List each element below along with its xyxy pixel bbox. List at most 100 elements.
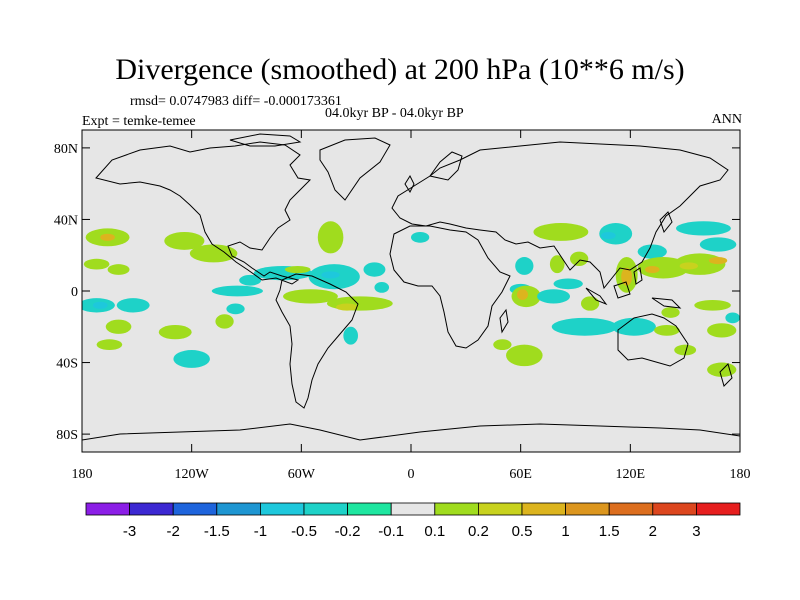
x-tick-label-2: 60W <box>288 467 316 482</box>
colorbar-label-0: -3 <box>123 523 136 540</box>
coastline-new-guinea <box>651 297 682 309</box>
colorbar-swatch-14 <box>696 502 741 516</box>
coastline-japan <box>659 211 673 234</box>
colorbar-label-12: 2 <box>649 523 657 540</box>
contour-region-43 <box>644 265 660 274</box>
y-tick-label-1: 40N <box>54 213 78 228</box>
colorbar-label-4: -0.5 <box>291 523 317 540</box>
contour-region-25 <box>173 350 210 368</box>
contour-region-48 <box>517 289 528 300</box>
colorbar-label-11: 1.5 <box>599 523 620 540</box>
x-tick-label-5: 120E <box>616 467 646 482</box>
period-text: 04.0kyr BP - 04.0kyr BP <box>325 106 464 121</box>
colorbar-label-3: -1 <box>254 523 267 540</box>
colorbar-swatch-13 <box>652 502 697 516</box>
contour-region-40 <box>621 267 633 286</box>
contour-region-2 <box>164 231 205 250</box>
contour-region-32 <box>637 244 667 259</box>
colorbar-swatch-11 <box>565 502 610 516</box>
coastlines <box>82 133 740 441</box>
coastline-australia <box>617 313 689 367</box>
coastline-antarctica <box>82 423 740 441</box>
contour-region-17 <box>226 303 245 315</box>
coastline-uk <box>404 174 415 194</box>
contour-region-27 <box>374 282 390 293</box>
contour-region-5 <box>107 264 130 275</box>
coastline-sumatra <box>585 287 608 306</box>
x-tick-label-3: 0 <box>408 467 415 482</box>
contour-region-12 <box>363 262 386 277</box>
colorbar-label-13: 3 <box>692 523 700 540</box>
y-tick-label-3: 40S <box>56 357 78 372</box>
contour-region-38 <box>553 278 583 290</box>
coastline-scandinavia <box>429 151 463 181</box>
coastline-new-zealand <box>719 363 733 387</box>
contour-region-55 <box>654 324 680 336</box>
contour-region-36 <box>549 255 565 274</box>
x-tick-label-4: 60E <box>509 467 532 482</box>
colorbar-swatch-12 <box>608 502 654 516</box>
colorbar-label-1: -2 <box>167 523 180 540</box>
contour-region-29 <box>533 223 589 241</box>
contour-region-24 <box>215 314 234 329</box>
coastline-south-america <box>275 273 359 409</box>
contour-region-58 <box>506 344 543 367</box>
contour-region-19 <box>92 301 108 309</box>
contour-region-15 <box>326 296 393 311</box>
y-tick-label-2: 0 <box>71 285 78 300</box>
contour-region-16 <box>336 303 358 311</box>
contour-region-51 <box>661 307 680 318</box>
contour-region-13 <box>211 285 263 297</box>
colorbar-label-6: -0.1 <box>378 523 404 540</box>
contour-region-20 <box>116 298 150 313</box>
contour-region-53 <box>551 317 618 336</box>
colorbar-swatch-4 <box>259 502 305 516</box>
colorbar-label-2: -1.5 <box>204 523 230 540</box>
contour-region-28 <box>411 231 430 243</box>
coastline-philippines <box>633 267 643 285</box>
contour-region-9 <box>239 274 262 286</box>
colorbar-swatch-7 <box>390 502 436 516</box>
coastline-greenland <box>319 137 391 201</box>
colorbar: -3 -2 -1.5 -1 -0.5 -0.2 -0.1 0.1 0.2 0.5 1 1.5 2 3 <box>85 502 741 540</box>
colorbar-swatch-8 <box>434 502 479 516</box>
contour-region-11 <box>321 271 340 279</box>
contour-region-1 <box>100 233 115 241</box>
colorbar-swatch-1 <box>129 502 174 516</box>
experiment-text: Expt = temke-temee <box>82 114 196 129</box>
contour-region-3 <box>189 244 238 263</box>
colorbar-swatch-6 <box>347 502 392 516</box>
contour-region-37 <box>570 251 589 266</box>
x-tick-label-0: 180 <box>72 467 93 482</box>
season-text: ANN <box>711 112 742 127</box>
coastline-arctic-islands <box>229 133 302 147</box>
contour-region-23 <box>158 324 192 340</box>
contour-region-54 <box>612 317 656 336</box>
stats-text: rmsd= 0.0747983 diff= -0.000173361 <box>130 94 342 109</box>
colorbar-label-8: 0.2 <box>468 523 489 540</box>
contour-region-6 <box>317 221 344 254</box>
contour-region-45 <box>679 262 698 270</box>
colorbar-label-7: 0.1 <box>424 523 445 540</box>
contour-region-61 <box>674 344 697 356</box>
axis-ticks: 80N 40N 0 40S 80S 180 120W 60W 0 60E 120E 180 <box>54 130 751 482</box>
contour-region-22 <box>96 339 123 351</box>
contour-region-30 <box>599 223 633 245</box>
contour-region-14 <box>283 289 338 304</box>
contour-region-26 <box>343 326 358 345</box>
plot-title: Divergence (smoothed) at 200 hPa (10**6 … <box>115 53 685 86</box>
contour-region-49 <box>537 289 571 304</box>
y-tick-label-0: 80N <box>54 142 78 157</box>
contour-region-21 <box>105 319 132 334</box>
contour-region-34 <box>699 237 737 252</box>
coastline-borneo <box>613 281 631 299</box>
contour-region-33 <box>676 221 731 236</box>
x-tick-label-1: 120W <box>175 467 210 482</box>
x-tick-label-6: 180 <box>730 467 751 482</box>
contour-region-56 <box>707 323 737 338</box>
coastline-north-america <box>95 141 312 285</box>
y-tick-label-4: 80S <box>56 428 78 443</box>
contour-region-52 <box>694 299 731 311</box>
colorbar-label-5: -0.2 <box>335 523 361 540</box>
